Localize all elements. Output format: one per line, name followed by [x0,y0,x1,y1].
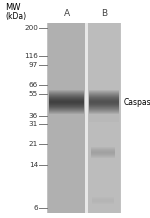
Bar [89,108,119,122]
Bar [88,23,120,213]
Text: 36: 36 [29,113,38,119]
Text: A: A [63,10,70,19]
Text: B: B [101,10,107,19]
Text: (kDa): (kDa) [5,12,26,20]
Bar [48,23,85,213]
Text: Caspase-1: Caspase-1 [124,98,150,107]
Text: 116: 116 [24,53,38,59]
Text: 66: 66 [29,82,38,88]
Text: 200: 200 [24,25,38,31]
Text: 21: 21 [29,141,38,147]
Text: MW: MW [5,3,21,12]
Text: 14: 14 [29,162,38,167]
Bar [47,23,121,213]
Text: 97: 97 [29,62,38,68]
Text: 55: 55 [29,91,38,97]
Text: 31: 31 [29,121,38,127]
Text: 6: 6 [33,205,38,211]
Bar [85,23,88,213]
